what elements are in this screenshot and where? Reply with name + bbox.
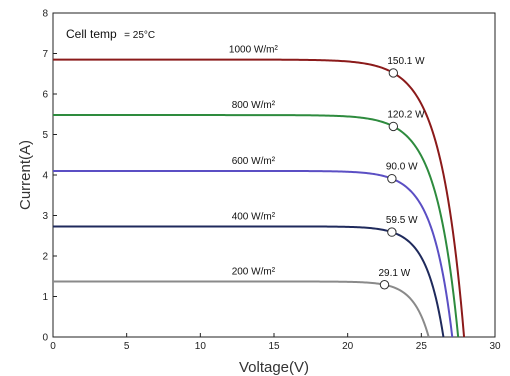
y-tick-label: 1 [42, 292, 48, 303]
y-tick-label: 5 [42, 130, 48, 141]
cell-temp-annotation: Cell temp = 25°C [66, 25, 155, 42]
annotation-main: Cell temp [66, 27, 117, 41]
irradiance-label: 600 W/m² [232, 156, 276, 167]
y-axis-title: Current(A) [17, 140, 34, 210]
irradiance-label: 200 W/m² [232, 267, 276, 278]
mpp-marker [388, 68, 399, 78]
x-tick-label: 0 [50, 341, 56, 352]
y-axis: 0 1 2 3 4 5 6 7 8 [42, 9, 57, 344]
y-tick-label: 8 [42, 9, 48, 20]
x-axis: 0 5 10 15 20 25 30 [50, 333, 501, 352]
label-layer: 150.1 W 1000 W/m² 120.2 W 800 W/m² 90.0 W 600… [229, 45, 425, 279]
mpp-marker [379, 280, 390, 290]
max-power-label: 29.1 W [379, 268, 411, 279]
y-tick-label: 3 [42, 211, 48, 222]
iv-curve-line [53, 225, 445, 338]
x-tick-label: 10 [195, 341, 207, 352]
mpp-marker [388, 121, 399, 132]
x-tick-label: 15 [268, 341, 280, 352]
annotation-sub: = 25°C [124, 30, 155, 41]
x-tick-label: 30 [489, 341, 501, 352]
iv-curve-line [53, 169, 454, 338]
y-tick-label: 0 [42, 333, 48, 344]
max-power-label: 90.0 W [386, 162, 418, 173]
iv-curve-line [52, 280, 430, 338]
x-tick-label: 25 [416, 341, 428, 352]
irradiance-label: 1000 W/m² [229, 45, 279, 56]
x-tick-label: 5 [124, 341, 130, 352]
y-tick-label: 2 [42, 252, 48, 263]
mpp-marker [387, 173, 397, 184]
x-tick-label: 20 [342, 341, 354, 352]
max-power-label: 59.5 W [386, 215, 418, 226]
y-tick-label: 4 [42, 171, 48, 182]
max-power-label: 120.2 W [387, 109, 425, 120]
y-tick-label: 7 [42, 49, 48, 60]
y-tick-label: 6 [42, 90, 48, 101]
irradiance-label: 800 W/m² [232, 100, 276, 111]
max-power-label: 150.1 W [387, 56, 425, 67]
irradiance-label: 400 W/m² [232, 211, 276, 222]
x-axis-title: Voltage(V) [239, 359, 309, 376]
mpp-marker [387, 227, 397, 237]
marker-layer [379, 68, 399, 290]
